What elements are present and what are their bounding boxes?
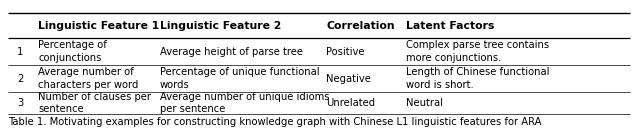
Text: Negative: Negative	[326, 74, 371, 84]
Text: Length of Chinese functional
word is short.: Length of Chinese functional word is sho…	[406, 67, 550, 90]
Text: Average number of
characters per word: Average number of characters per word	[38, 67, 139, 90]
Text: Unrelated: Unrelated	[326, 98, 376, 108]
Text: Average number of unique idioms
per sentence: Average number of unique idioms per sent…	[160, 92, 330, 114]
Text: Percentage of
conjunctions: Percentage of conjunctions	[38, 40, 108, 63]
Text: Percentage of unique functional
words: Percentage of unique functional words	[160, 67, 319, 90]
Text: Neutral: Neutral	[406, 98, 444, 108]
Text: Positive: Positive	[326, 47, 365, 57]
Text: Latent Factors: Latent Factors	[406, 21, 495, 31]
Text: 1: 1	[17, 47, 24, 57]
Text: Number of clauses per
sentence: Number of clauses per sentence	[38, 92, 152, 114]
Text: Correlation: Correlation	[326, 21, 395, 31]
Text: Linguistic Feature 2: Linguistic Feature 2	[160, 21, 282, 31]
Text: Average height of parse tree: Average height of parse tree	[160, 47, 303, 57]
Text: 3: 3	[17, 98, 24, 108]
Text: Linguistic Feature 1: Linguistic Feature 1	[38, 21, 159, 31]
Text: Complex parse tree contains
more conjunctions.: Complex parse tree contains more conjunc…	[406, 40, 550, 63]
Text: Table 1. Motivating examples for constructing knowledge graph with Chinese L1 li: Table 1. Motivating examples for constru…	[8, 117, 541, 127]
Text: 2: 2	[17, 74, 24, 84]
